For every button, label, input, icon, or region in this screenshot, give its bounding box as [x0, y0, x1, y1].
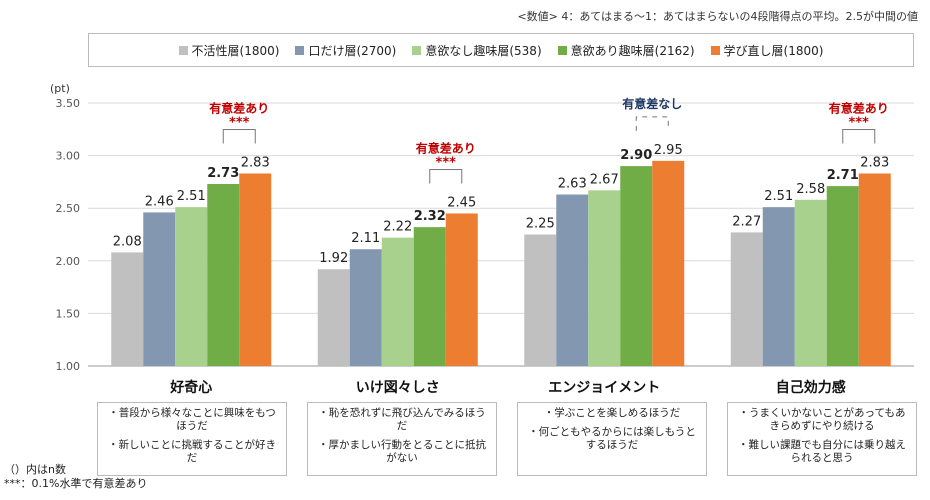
bar [588, 190, 621, 366]
legend-item: 学び直し層(1800) [710, 42, 824, 59]
bar [239, 173, 272, 366]
data-label: 1.92 [319, 251, 348, 266]
data-label: 2.32 [414, 209, 446, 224]
significance-stars: *** [229, 115, 250, 130]
data-label: 2.11 [351, 231, 380, 246]
legend-swatch [710, 45, 720, 55]
category-label: 好奇心 [169, 379, 212, 396]
description-line: ・学ぶことを楽しめるほうだ [543, 407, 681, 419]
description-box-self-efficacy: ・うまくいかないことがあってもあきらめずにやり続ける ・難しい課題でも自分には乗… [727, 402, 917, 476]
data-label: 2.51 [764, 189, 793, 204]
category-label: 自己効力感 [776, 379, 846, 396]
category-label: いけ図々しさ [356, 380, 440, 396]
y-axis-label: (pt) [50, 82, 70, 95]
description-line: ・うまくいかないことがあってもあきらめずにやり続ける [738, 407, 906, 432]
data-label: 2.25 [526, 217, 555, 232]
description-line: ・難しい課題でも自分には乗り越えられると思う [738, 439, 906, 464]
bar [143, 212, 176, 366]
y-tick-label: 2.50 [56, 202, 81, 215]
data-label: 2.51 [177, 189, 206, 204]
significance-bracket [222, 128, 256, 144]
description-box-curiosity: ・普段から様々なことに興味をもつほうだ ・新しいことに挑戦することが好きだ [97, 402, 287, 476]
legend-label: 意欲あり趣味層(2162) [570, 43, 695, 58]
bar [794, 199, 827, 366]
bar [175, 207, 208, 366]
legend-label: 意欲なし趣味層(538) [425, 43, 542, 58]
y-tick-label: 1.00 [56, 360, 81, 373]
significance-bracket [842, 128, 876, 144]
legend-swatch [412, 45, 422, 55]
data-label: 2.45 [447, 195, 476, 210]
description-line: ・恥を恐れずに飛び込んでみるほうだ [318, 407, 486, 432]
y-tick-label: 3.50 [56, 97, 81, 110]
y-tick-label: 2.00 [56, 255, 81, 268]
bar [524, 234, 557, 366]
bar-chart: 1.001.502.002.503.003.50(pt)2.082.46 2.51… [50, 82, 914, 396]
y-tick-label: 3.00 [56, 150, 81, 163]
legend-swatch [178, 45, 188, 55]
legend-item: 不活性層(1800) [178, 42, 280, 59]
description-line: ・普段から様々なことに興味をもつほうだ [108, 407, 276, 432]
data-label: 2.46 [145, 194, 174, 209]
data-label: 2.27 [732, 214, 761, 229]
bar [620, 166, 653, 366]
footnote-n: （）内はn数 [4, 463, 66, 476]
data-label: 2.22 [383, 220, 412, 235]
bar [317, 269, 350, 366]
bar [381, 237, 414, 366]
significance-label: 有意差あり [416, 140, 476, 155]
bar [445, 213, 478, 366]
data-label: 2.83 [860, 155, 889, 170]
bar [826, 186, 859, 366]
data-label: 2.58 [796, 182, 825, 197]
chart-note: <数値> 4：あてはまる～1：あてはまらないの4段階得点の平均。2.5が中間の値 [517, 10, 918, 23]
legend: 不活性層(1800) 口だけ層(2700) 意欲なし趣味層(538) 意欲あり趣… [88, 33, 914, 67]
legend-swatch [557, 45, 567, 55]
significance-stars: *** [849, 115, 870, 130]
data-label: 2.83 [241, 155, 270, 170]
bar [111, 252, 144, 366]
description-box-enjoyment: ・学ぶことを楽しめるほうだ ・何ごともやるからには楽しもうとするほうだ [517, 402, 707, 476]
significance-bracket [635, 116, 669, 131]
bar [349, 249, 382, 366]
legend-label: 学び直し層(1800) [723, 43, 824, 58]
footnote-significance: ***：0.1%水準で有意差あり [4, 477, 148, 490]
bar [413, 227, 446, 366]
description-box-boldness: ・恥を恐れずに飛び込んでみるほうだ ・厚かましい行動をとることに抵抗がない [307, 402, 497, 476]
significance-label: 有意差あり [829, 100, 889, 115]
legend-item: 口だけ層(2700) [295, 42, 396, 59]
footnotes: （）内はn数 ***：0.1%水準で有意差あり [4, 463, 147, 491]
description-line: ・新しいことに挑戦することが好きだ [108, 439, 276, 464]
data-label: 2.63 [558, 177, 587, 192]
legend-item: 意欲あり趣味層(2162) [557, 42, 695, 59]
data-label: 2.95 [654, 143, 683, 158]
data-label: 2.73 [207, 166, 239, 181]
bar [556, 194, 589, 366]
bar [207, 184, 240, 366]
category-label: エンジョイメント [548, 380, 660, 396]
description-line: ・何ごともやるからには楽しもうとするほうだ [528, 426, 696, 451]
data-label: 2.71 [827, 168, 859, 183]
y-tick-label: 1.50 [56, 307, 81, 320]
legend-item: 意欲なし趣味層(538) [412, 42, 542, 59]
legend-swatch [295, 45, 305, 55]
significance-label: 有意差なし [622, 96, 682, 111]
significance-label: 有意差あり [209, 100, 269, 115]
bar [858, 173, 891, 366]
data-label: 2.90 [620, 148, 652, 163]
significance-bracket [429, 168, 463, 184]
legend-label: 不活性層(1800) [191, 43, 280, 58]
bar [730, 232, 763, 366]
bar [762, 207, 795, 366]
data-label: 2.08 [113, 234, 142, 249]
legend-label: 口だけ層(2700) [308, 43, 397, 58]
data-label: 2.67 [590, 172, 619, 187]
bar [652, 160, 685, 366]
description-line: ・厚かましい行動をとることに抵抗がない [318, 439, 486, 464]
significance-stars: *** [436, 155, 457, 170]
